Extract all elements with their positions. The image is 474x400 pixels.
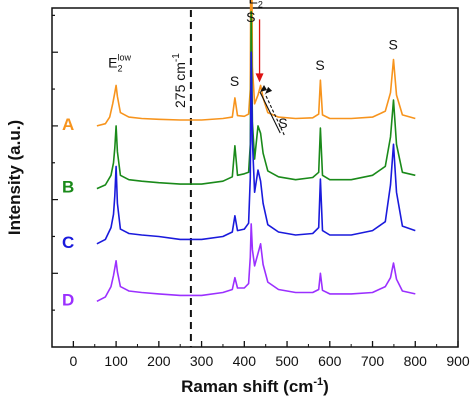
- x-axis-title: Raman shift (cm-1): [181, 376, 329, 396]
- x-tick-label: 300: [190, 353, 214, 369]
- s-arrowhead-dashed: [265, 86, 273, 94]
- series-tag-d: D: [62, 290, 74, 309]
- series-tag-b: B: [62, 178, 74, 197]
- reference-label-superscript: -1: [171, 53, 182, 62]
- s-arrow-solid: [259, 91, 281, 134]
- x-tick-label: 600: [318, 353, 342, 369]
- x-tick-label: 400: [233, 353, 257, 369]
- series-group: [96, 0, 416, 303]
- s-peak-label: S: [315, 57, 324, 73]
- peak-annotations: E2lowE2highSSSSS: [108, 0, 398, 136]
- x-tick-label: 900: [446, 353, 470, 369]
- series-line-a: [96, 0, 416, 127]
- y-ticks: [52, 14, 58, 311]
- series-line-c: [96, 51, 416, 245]
- x-tick-label: 200: [147, 353, 171, 369]
- series-tag-a: A: [62, 115, 74, 134]
- e2-low-label: E2low: [108, 52, 131, 73]
- x-tick-label: 0: [69, 353, 77, 369]
- x-tick-label: 100: [104, 353, 128, 369]
- x-tick-label: 800: [404, 353, 428, 369]
- s-peak-label: S: [278, 115, 287, 131]
- reference-label: 275 cm-1: [171, 53, 188, 108]
- x-tick-label: 700: [361, 353, 385, 369]
- e2-high-label: E2high: [249, 0, 275, 9]
- s-peak-label: S: [388, 37, 397, 53]
- series-line-d: [96, 223, 416, 303]
- s-arrowhead-solid: [259, 84, 267, 92]
- x-ticks: 0 100 200 300 400 500 600 700 800 900: [69, 341, 470, 369]
- s-peak-label: S: [230, 73, 239, 89]
- s-peak-label: S: [246, 9, 255, 25]
- x-tick-label: 500: [275, 353, 299, 369]
- s-arrow-dashed: [264, 93, 285, 136]
- series-tag-c: C: [62, 233, 74, 252]
- plot-frame: [51, 7, 459, 348]
- y-axis-title: Intensity (a.u.): [5, 120, 24, 235]
- series-tags: A B C D: [62, 115, 74, 309]
- e2-high-arrowhead: [255, 73, 264, 83]
- x-axis-title-superscript: -1: [313, 376, 323, 388]
